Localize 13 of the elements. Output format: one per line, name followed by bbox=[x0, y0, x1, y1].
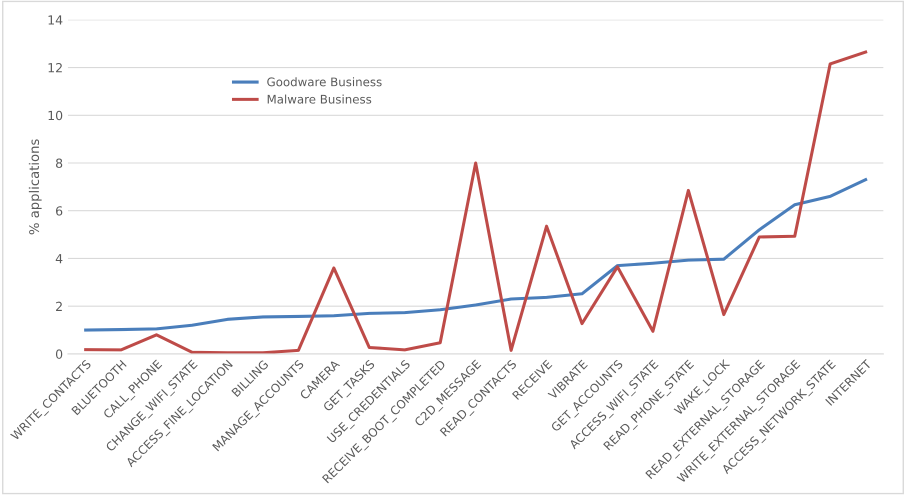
legend-label: Goodware Business bbox=[267, 77, 382, 86]
y-tick-label: 14 bbox=[48, 15, 62, 25]
y-axis-title: % applications bbox=[28, 139, 42, 234]
y-tick-label: 0 bbox=[56, 349, 62, 359]
y-tick-label: 6 bbox=[56, 206, 62, 216]
line-series bbox=[84, 178, 868, 332]
y-tick-label: 2 bbox=[56, 302, 62, 311]
y-tick-label: 4 bbox=[56, 254, 62, 264]
line-series bbox=[84, 50, 868, 354]
legend-label: Malware Business bbox=[268, 94, 372, 104]
y-tick-label: 10 bbox=[48, 110, 62, 120]
y-tick-label: 8 bbox=[56, 158, 62, 168]
y-tick-label: 12 bbox=[48, 63, 62, 72]
